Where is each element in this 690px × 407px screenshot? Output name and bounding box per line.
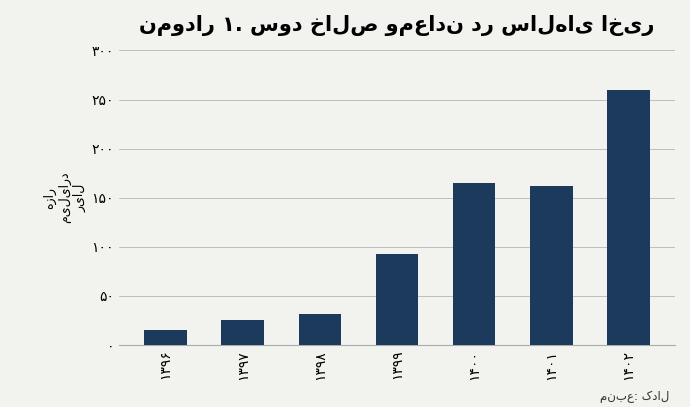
Bar xyxy=(221,320,264,345)
Title: نمودار ۱. سود خالص ومعادن در سال‌های اخیر: نمودار ۱. سود خالص ومعادن در سال‌های اخی… xyxy=(139,15,655,36)
Bar xyxy=(144,330,187,345)
Bar xyxy=(607,90,650,345)
Bar xyxy=(530,186,573,345)
Bar xyxy=(299,313,341,345)
Bar xyxy=(453,183,495,345)
Y-axis label: هزار
میلیارد
ریال: هزار میلیارد ریال xyxy=(43,172,86,223)
Bar xyxy=(376,254,418,345)
Text: منبع: کدال: منبع: کدال xyxy=(600,390,669,403)
